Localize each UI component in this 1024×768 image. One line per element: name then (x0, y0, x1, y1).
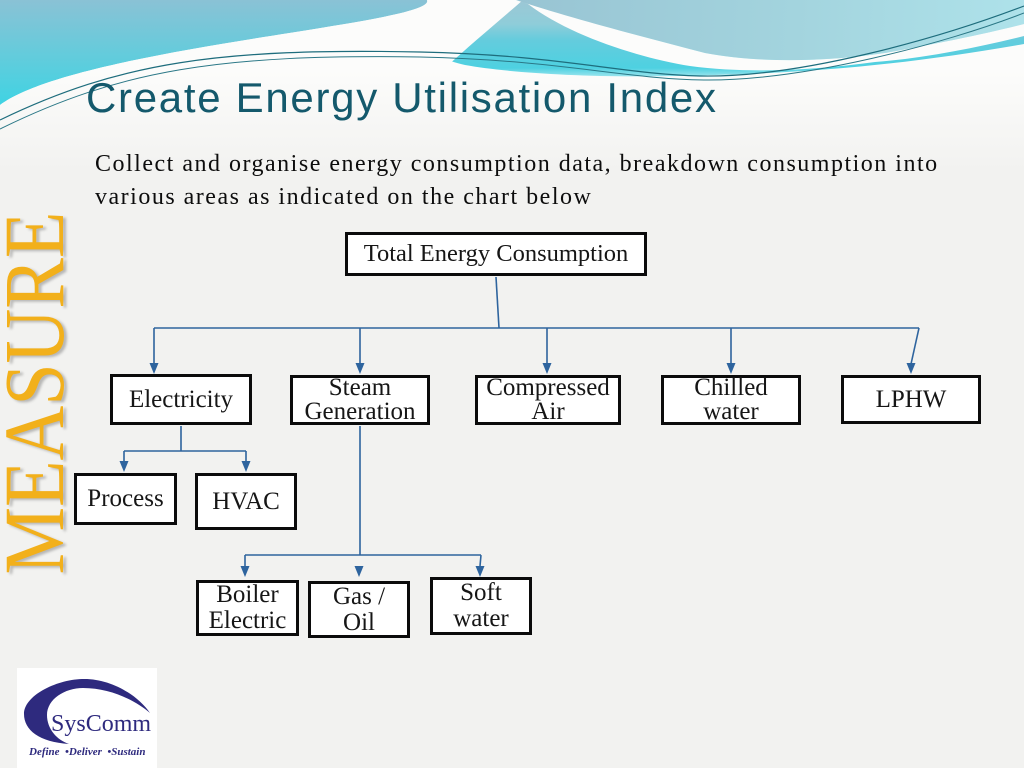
svg-text:SysComm: SysComm (51, 711, 151, 737)
svg-text:Define •Deliver •Sustain: Define •Deliver •Sustain (28, 746, 145, 758)
